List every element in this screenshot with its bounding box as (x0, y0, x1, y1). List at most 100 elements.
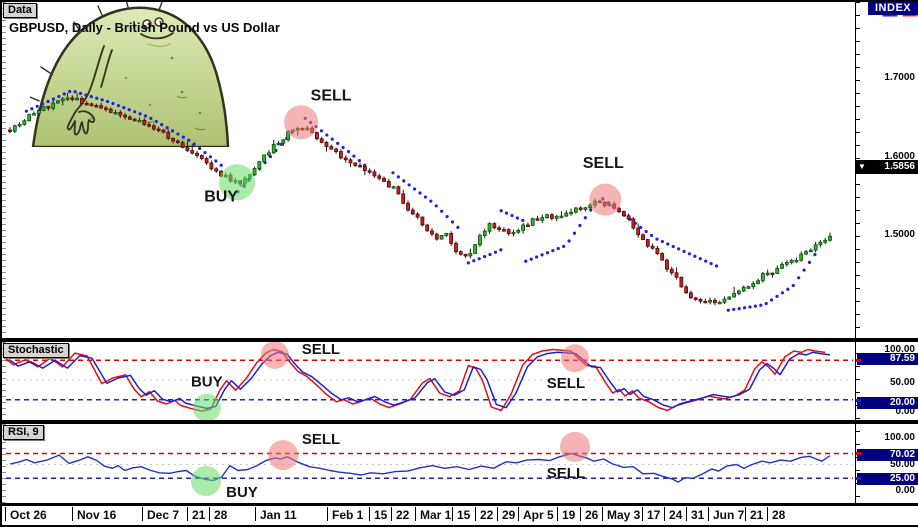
sar-dot (341, 145, 345, 150)
candle-down (199, 155, 204, 159)
candle-down (525, 224, 530, 227)
sar-dot (510, 213, 514, 218)
sar-dot (753, 304, 757, 308)
panel-separator[interactable] (0, 338, 918, 342)
candle-up (784, 262, 789, 265)
price-tick-label: 1.7000 (884, 72, 915, 83)
candle-down (147, 124, 151, 127)
sar-dot (583, 216, 587, 220)
stochastic-tick-label: 0.00 (895, 406, 915, 417)
candle-up (511, 231, 516, 235)
candle-up (741, 286, 746, 292)
sar-dot (562, 244, 566, 248)
sar-dot (391, 171, 395, 175)
stochastic-plot[interactable]: BUY SELL SELL (2, 342, 855, 420)
rsi-tick-label: 50.00 (889, 459, 915, 470)
candle-up (51, 102, 56, 109)
rsi-plot[interactable]: BUY SELL SELL (2, 424, 855, 503)
candle-down (636, 227, 641, 236)
candle-down (142, 119, 147, 125)
candle-down (8, 129, 12, 132)
candle-up (65, 97, 70, 100)
main-chart-plot[interactable]: BUY SELL SELL (2, 2, 855, 338)
sar-dot (330, 137, 334, 141)
panel-separator[interactable] (0, 420, 918, 424)
candle-up (487, 223, 492, 232)
candle-up (60, 98, 65, 102)
sar-dot (780, 291, 785, 295)
candle-up (732, 293, 736, 298)
time-axis-label: Oct 26 (10, 508, 47, 522)
sar-dot (78, 91, 83, 95)
candle-down (185, 147, 190, 151)
sar-dot (138, 112, 142, 116)
sell-signal-marker: SELL (284, 87, 352, 140)
candle-down (171, 137, 175, 142)
candle-down (132, 118, 137, 122)
time-axis-tick (391, 507, 392, 521)
stochastic-tab[interactable]: Stochastic (3, 343, 69, 358)
candle-down (367, 170, 372, 173)
time-axis-tick (708, 507, 709, 521)
sar-dot (111, 101, 115, 106)
time-axis-tick (142, 507, 143, 521)
left-tick-comb (2, 342, 6, 420)
sar-dot (418, 191, 422, 195)
sar-dot (807, 260, 812, 264)
sar-dot (149, 116, 153, 120)
time-axis-tick (580, 507, 581, 521)
sar-dot (504, 211, 509, 215)
candle-up (262, 154, 267, 163)
index-badge[interactable]: INDEX (868, 2, 918, 15)
buy-signal-marker: BUY (204, 164, 256, 206)
sar-dot (192, 142, 196, 146)
candle-up (257, 161, 262, 169)
candle-down (655, 247, 660, 254)
sar-dot (748, 305, 752, 309)
time-axis-tick (745, 507, 746, 521)
sar-dot (693, 254, 697, 258)
time-axis-label: 28 (772, 508, 786, 522)
data-tab[interactable]: Data (3, 3, 37, 18)
sar-dot (319, 129, 324, 133)
sar-dot (671, 244, 675, 249)
candle-up (760, 273, 765, 282)
sar-dot (499, 209, 503, 213)
blob-speckles (90, 56, 202, 120)
candle-up (32, 113, 36, 116)
candle-up (12, 125, 17, 132)
sar-dot (68, 89, 72, 94)
candle-up (391, 186, 396, 189)
candle-down (175, 140, 180, 144)
sar-dot (764, 301, 768, 306)
sell-signal-label: SELL (302, 342, 340, 358)
candle-down (324, 142, 329, 147)
stochastic-slow-line (9, 351, 831, 410)
candle-down (665, 259, 669, 270)
time-axis-label: 21 (750, 508, 764, 522)
candle-up (569, 211, 573, 215)
sar-dot (709, 261, 713, 266)
sar-dot (396, 175, 400, 179)
rsi-tab[interactable]: RSI, 9 (3, 425, 44, 440)
sar-dot (268, 154, 273, 159)
stochastic-value-tag: 87.59 (857, 353, 918, 365)
candle-up (564, 212, 569, 217)
sar-dot (472, 259, 476, 263)
sar-dot (346, 150, 351, 154)
blob-eyes (133, 17, 164, 29)
sell-signal-marker: SELL (547, 431, 590, 482)
candle-up (813, 244, 818, 251)
sar-dot (450, 220, 455, 224)
candle-up (708, 299, 713, 303)
candle-up (736, 290, 741, 294)
level-tick (856, 359, 861, 362)
candle-down (338, 151, 343, 159)
candle-down (641, 234, 645, 240)
time-axis-label: Apr 5 (523, 508, 554, 522)
sar-dot (477, 257, 481, 261)
sar-dot (797, 276, 801, 280)
candle-up (727, 296, 732, 300)
candle-down (209, 162, 214, 170)
sar-dot (698, 257, 702, 261)
